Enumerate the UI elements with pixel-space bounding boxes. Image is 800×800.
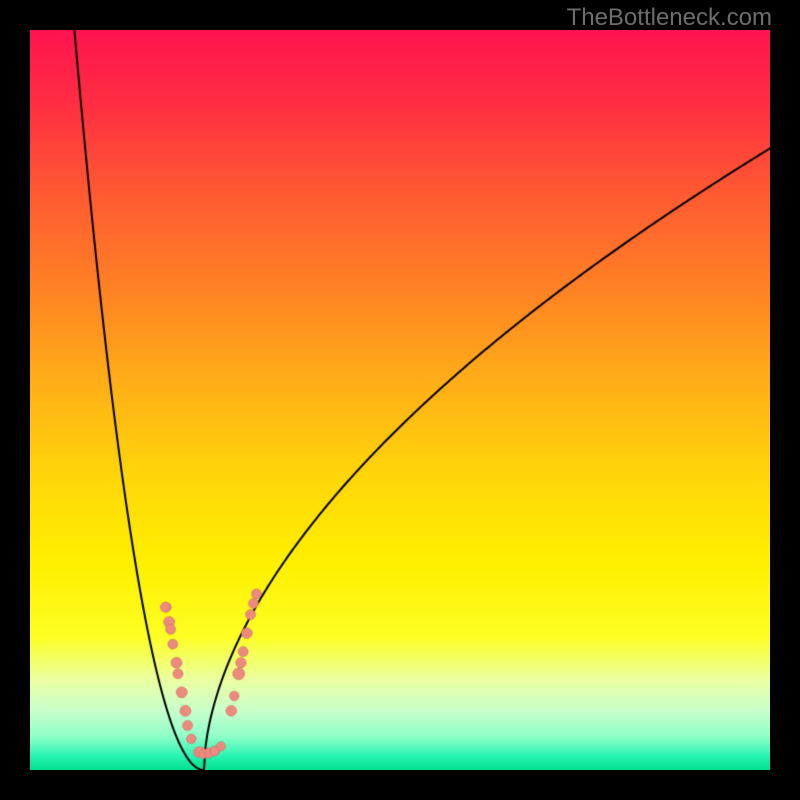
bottleneck-curve (30, 30, 770, 770)
plot-area (30, 30, 770, 770)
watermark-text: TheBottleneck.com (567, 4, 772, 32)
